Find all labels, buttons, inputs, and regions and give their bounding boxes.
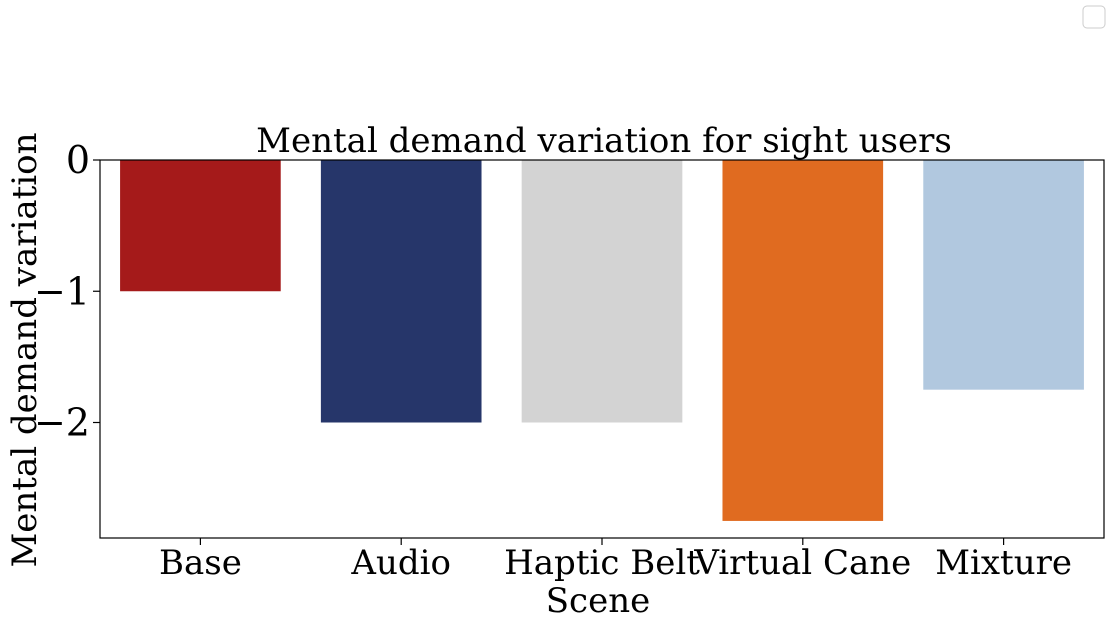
x-axis-label: Scene bbox=[546, 581, 650, 621]
x-tick-label: Base bbox=[159, 543, 242, 583]
y-tick-label: −2 bbox=[34, 401, 90, 445]
y-axis: 0 −1 −2 bbox=[34, 138, 100, 445]
x-tick-label: Virtual Cane bbox=[693, 543, 911, 583]
bar-mixture bbox=[923, 160, 1084, 390]
y-axis-label: Mental demand variation bbox=[5, 132, 45, 567]
bars-group bbox=[120, 160, 1084, 521]
x-tick-label: Audio bbox=[350, 543, 451, 583]
legend-box bbox=[1082, 5, 1106, 29]
x-tick-label: Mixture bbox=[935, 543, 1072, 583]
chart-title: Mental demand variation for sight users bbox=[256, 121, 952, 161]
y-tick-label: −1 bbox=[34, 269, 90, 313]
bar-haptic-belt bbox=[521, 160, 683, 423]
y-tick-label: 0 bbox=[66, 138, 90, 182]
bar-base bbox=[120, 160, 281, 292]
bar-audio bbox=[320, 160, 482, 423]
x-tick-label: Haptic Belt bbox=[504, 543, 700, 583]
bar-virtual-cane bbox=[722, 160, 884, 521]
